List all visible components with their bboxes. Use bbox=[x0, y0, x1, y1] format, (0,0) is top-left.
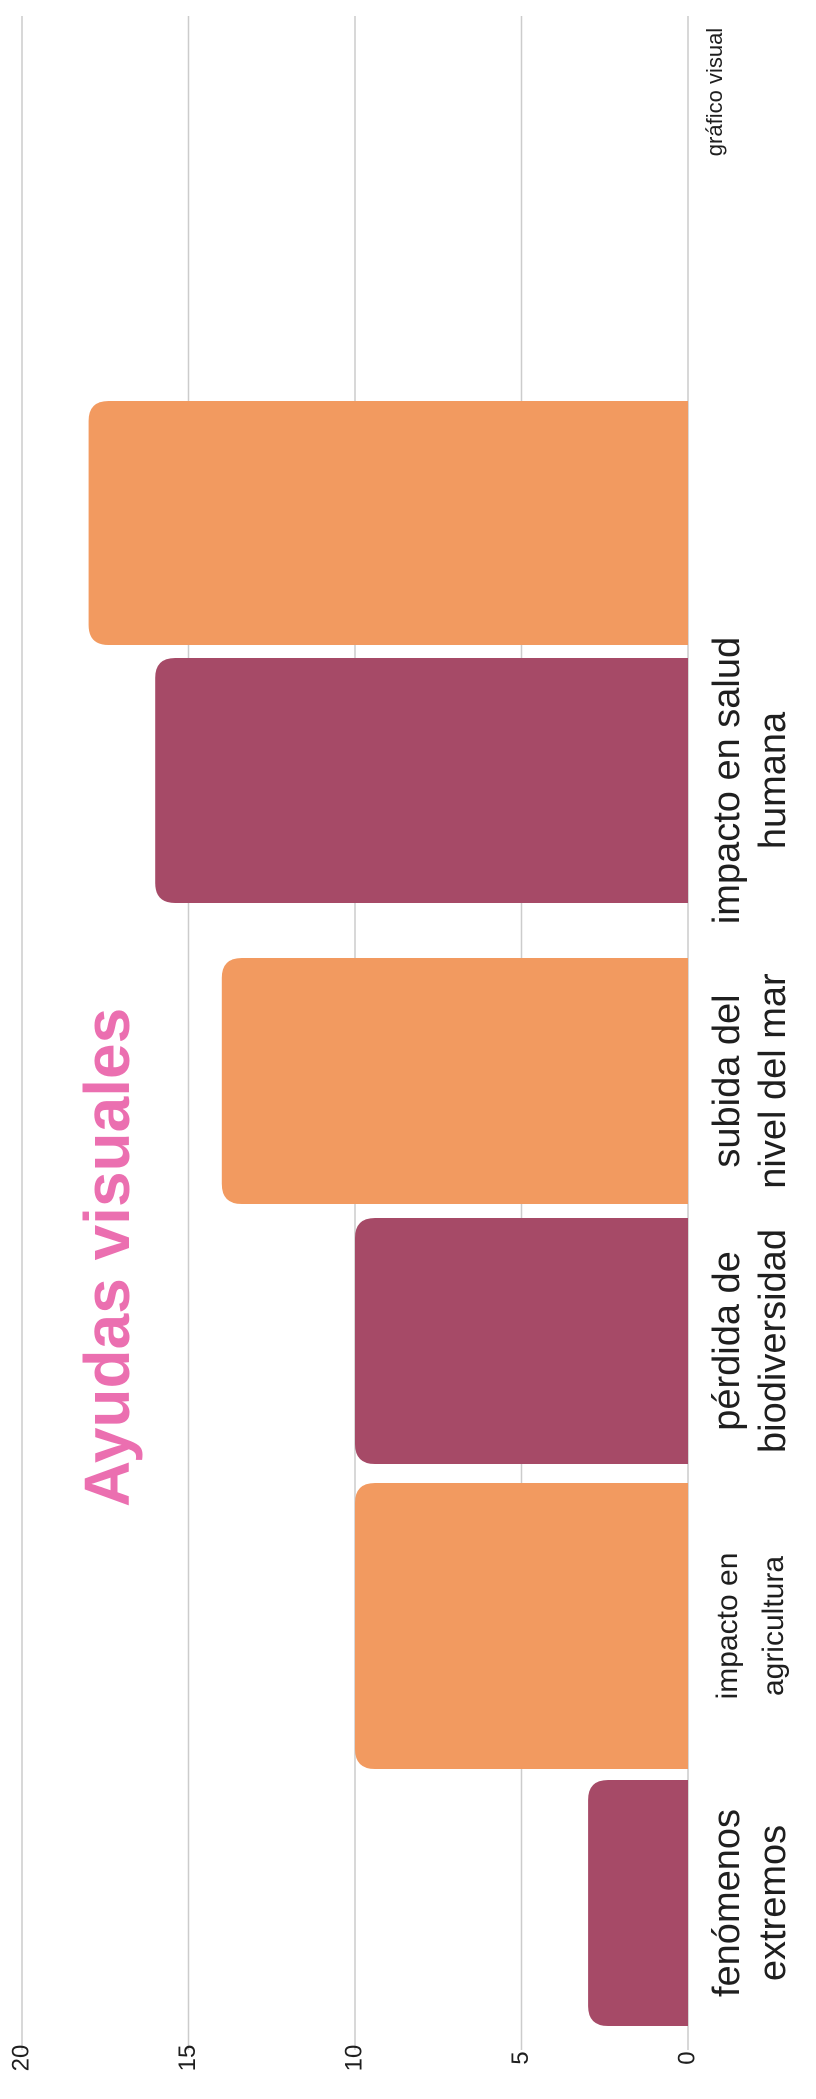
category-label: impacto en salud humana bbox=[706, 637, 794, 924]
y-tick-label: 10 bbox=[340, 2045, 367, 2072]
category-label-line: impacto en bbox=[711, 1553, 744, 1700]
category-label-line: impacto en salud bbox=[706, 637, 748, 924]
bar bbox=[88, 401, 689, 645]
chart-caption: gráfico visual bbox=[702, 28, 727, 156]
y-axis-ticks: 0 5 10 15 20 bbox=[7, 2045, 700, 2072]
category-label: pérdida de biodiversidad bbox=[706, 1229, 794, 1453]
labels-layer: fenómenos extremos impacto en agricultura pé… bbox=[706, 637, 794, 1997]
category-label-line: biodiversidad bbox=[752, 1229, 794, 1453]
bar bbox=[355, 1483, 688, 1769]
bar bbox=[155, 658, 688, 903]
category-label-line: subida del bbox=[706, 994, 748, 1167]
bars-layer bbox=[88, 401, 689, 2026]
category-label: impacto en agricultura bbox=[711, 1553, 790, 1700]
category-label: fenómenos extremos bbox=[706, 1809, 794, 1997]
y-tick-label: 0 bbox=[673, 2051, 700, 2064]
category-label-line: extremos bbox=[752, 1825, 794, 1981]
category-label: subida del nivel del mar bbox=[706, 973, 794, 1189]
category-label-line: nivel del mar bbox=[752, 973, 794, 1189]
category-label-line: fenómenos bbox=[706, 1809, 748, 1997]
bar bbox=[221, 958, 689, 1204]
category-label-line: pérdida de bbox=[706, 1251, 748, 1431]
bar bbox=[355, 1218, 688, 1464]
category-label-line: agricultura bbox=[757, 1556, 790, 1696]
category-label-line: humana bbox=[752, 711, 794, 849]
bar bbox=[588, 1780, 688, 2026]
chart-title: Ayudas visuales bbox=[71, 1008, 143, 1507]
y-tick-label: 5 bbox=[507, 2051, 534, 2064]
y-tick-label: 15 bbox=[174, 2045, 201, 2072]
y-tick-label: 20 bbox=[7, 2045, 34, 2072]
